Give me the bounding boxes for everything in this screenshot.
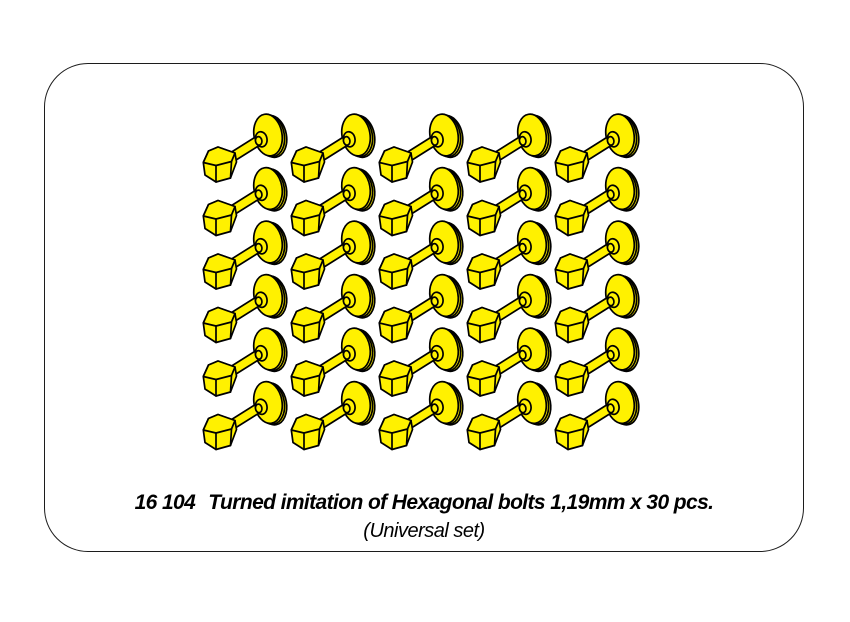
bolts-illustration	[202, 111, 643, 451]
product-title: 16 104 Turned imitation of Hexagonal bolt…	[45, 490, 803, 516]
caption-block: 16 104 Turned imitation of Hexagonal bolt…	[45, 490, 803, 544]
product-description: Turned imitation of Hexagonal bolts 1,19…	[208, 491, 714, 514]
product-sheet: 16 104 Turned imitation of Hexagonal bolt…	[44, 63, 804, 552]
bolt-grid	[202, 111, 643, 451]
product-variant: (Universal set)	[363, 520, 485, 542]
product-code: 16 104	[134, 491, 196, 514]
